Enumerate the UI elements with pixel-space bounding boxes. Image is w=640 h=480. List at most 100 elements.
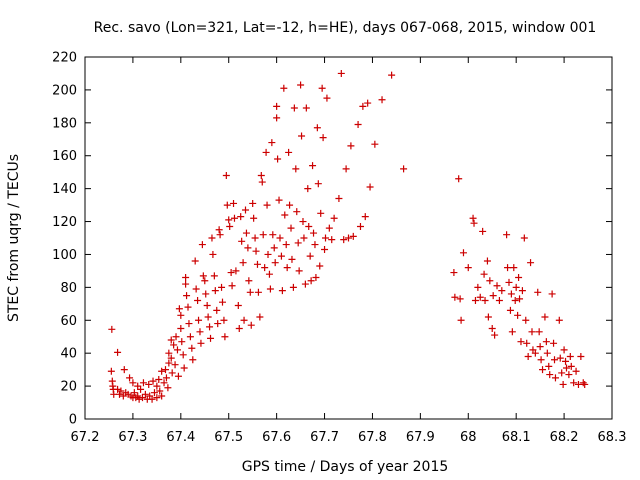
data-point [503, 231, 511, 239]
data-point [275, 196, 283, 204]
data-point [304, 185, 312, 193]
y-tick-label: 120 [52, 215, 77, 230]
data-point [277, 252, 285, 260]
data-point [450, 269, 458, 277]
data-point [531, 349, 539, 357]
data-point [223, 201, 231, 209]
data-point [134, 392, 142, 400]
data-point [221, 333, 229, 341]
data-point [257, 171, 265, 179]
data-point [218, 298, 226, 306]
data-point [546, 371, 554, 379]
data-point [318, 84, 326, 92]
plot-frame [84, 56, 613, 420]
data-point [293, 208, 301, 216]
data-point [135, 395, 143, 403]
data-point [129, 379, 137, 387]
data-point [114, 385, 122, 393]
data-point [488, 325, 496, 332]
data-point [182, 280, 190, 288]
y-tick-label: 180 [52, 116, 77, 131]
data-point [264, 250, 272, 258]
data-point [276, 234, 284, 242]
x-tick-label: 67.2 [71, 430, 100, 445]
data-points [107, 69, 589, 403]
x-tick-label: 67.4 [166, 430, 195, 445]
data-point [574, 380, 582, 388]
data-point [551, 356, 559, 364]
data-point [167, 354, 175, 362]
data-point [342, 165, 350, 173]
data-point [560, 346, 568, 354]
data-point [314, 180, 322, 188]
data-point [311, 241, 319, 249]
data-point [189, 356, 197, 364]
data-point [232, 267, 240, 275]
data-point [570, 379, 578, 387]
data-point [171, 361, 179, 369]
data-point [325, 224, 333, 232]
data-point [322, 234, 330, 242]
data-point [335, 195, 343, 203]
data-point [256, 313, 264, 321]
data-point [240, 316, 248, 324]
data-point [178, 338, 186, 346]
data-point [491, 331, 499, 339]
data-point [535, 328, 543, 336]
data-point [202, 290, 210, 298]
data-point [550, 339, 558, 347]
data-point [498, 287, 506, 295]
data-point [174, 372, 182, 380]
data-point [319, 134, 327, 142]
data-point [177, 311, 185, 319]
data-point [512, 283, 520, 291]
data-point [222, 171, 230, 179]
y-tick-label: 140 [52, 182, 77, 197]
y-axis-label: STEC from uqrg / TECUs [6, 154, 22, 322]
data-point [262, 148, 270, 156]
data-point [108, 325, 116, 333]
data-point [273, 114, 281, 122]
data-point [237, 213, 245, 221]
data-point [545, 362, 553, 370]
data-point [139, 379, 147, 387]
data-point [259, 231, 267, 239]
data-point [317, 209, 325, 217]
x-tick-label: 67.5 [214, 430, 243, 445]
data-point [474, 283, 482, 291]
data-point [179, 351, 187, 359]
data-point [258, 178, 266, 186]
data-point [455, 175, 463, 183]
y-tick-label: 160 [52, 149, 77, 164]
data-point [366, 183, 374, 191]
data-point [201, 277, 209, 285]
data-point [158, 367, 166, 375]
x-tick-label: 68.1 [502, 430, 531, 445]
data-point [130, 389, 138, 397]
data-point [270, 244, 278, 252]
data-point [541, 313, 549, 321]
data-point [211, 287, 219, 295]
data-point [228, 282, 236, 290]
x-tick-label: 67.9 [406, 430, 435, 445]
data-point [323, 94, 331, 102]
data-point [511, 297, 519, 305]
data-point [527, 259, 535, 267]
data-point [145, 380, 153, 388]
data-point [238, 237, 246, 245]
data-point [165, 349, 173, 357]
data-point [300, 234, 308, 242]
data-point [115, 390, 123, 398]
data-point [321, 246, 329, 254]
data-point [247, 321, 255, 329]
data-point [312, 273, 320, 281]
data-point [286, 201, 294, 209]
data-point [114, 348, 122, 356]
data-point [285, 148, 293, 156]
data-point [194, 297, 202, 305]
data-point [281, 211, 289, 219]
data-point [493, 282, 501, 290]
data-point [204, 313, 212, 321]
data-point [208, 234, 216, 242]
